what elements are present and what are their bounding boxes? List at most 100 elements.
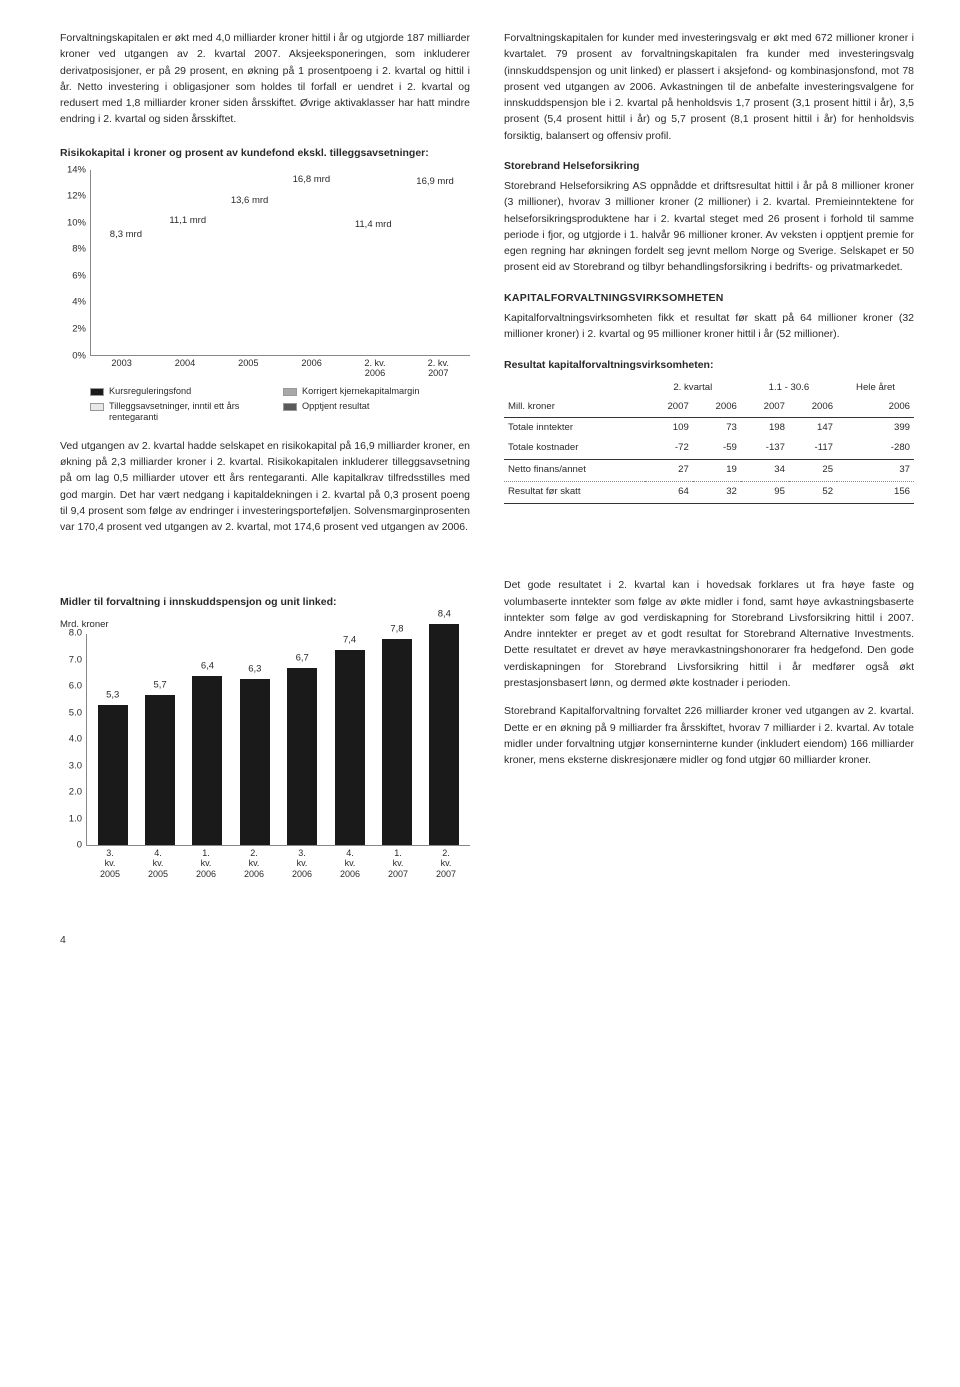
table-header: 2006 [789, 398, 837, 417]
y-tick: 6% [72, 269, 86, 284]
legend-item: Tilleggsavsetninger, inntil ett års rent… [90, 401, 259, 424]
page-number: 4 [60, 932, 914, 948]
section-heading: Storebrand Helseforsikring [504, 158, 914, 174]
legend-item: Kursreguleringsfond [90, 386, 259, 398]
y-tick: 10% [67, 216, 86, 231]
legend-item: Korrigert kjernekapitalmargin [283, 386, 419, 398]
bar-segment [229, 354, 271, 355]
stacked-bar [290, 351, 332, 355]
y-tick: 8.0 [69, 627, 82, 642]
y-tick: 5.0 [69, 706, 82, 721]
bar-value-label: 6,7 [296, 652, 309, 667]
bar: 8,4 [429, 624, 459, 846]
table-row: Totale inntekter10973198147399 [504, 417, 914, 438]
x-tick: 2003 [100, 358, 144, 380]
y-tick: 7.0 [69, 653, 82, 668]
table-top-header [504, 379, 645, 398]
body-paragraph: Kapitalforvaltningsvirksomheten fikk et … [504, 310, 914, 343]
y-tick: 2.0 [69, 786, 82, 801]
bar-value-label: 7,8 [390, 623, 403, 638]
bar-segment [105, 354, 147, 355]
table-top-header: 2. kvartal [645, 379, 741, 398]
bar: 6,3 [240, 679, 270, 845]
y-axis-unit: Mrd. kroner [60, 618, 109, 633]
bar: 5,7 [145, 695, 175, 845]
x-tick: 1.kv. 2006 [190, 848, 222, 880]
x-tick: 2. kv. 2006 [353, 358, 397, 380]
table-top-header: 1.1 - 30.6 [741, 379, 837, 398]
chart-title: Risikokapital i kroner og prosent av kun… [60, 146, 470, 161]
stacked-bar [414, 351, 456, 355]
bar-chart: Mrd. kroner 0 1.0 2.0 3.0 4.0 5.0 6.0 7.0 8.0 5,… [60, 620, 470, 880]
bar-value-label: 8,3 mrd [110, 228, 142, 243]
chart-legend: Kursreguleringsfond Tilleggsavsetninger, … [90, 386, 470, 424]
bar-segment [290, 354, 332, 355]
bar-value-label: 11,4 mrd [355, 218, 392, 233]
y-tick: 6.0 [69, 680, 82, 695]
bar-value-label: 16,8 mrd [293, 173, 331, 188]
x-tick: 2.kv. 2006 [238, 848, 270, 880]
bar: 7,8 [382, 639, 412, 845]
bar-value-label: 6,4 [201, 660, 214, 675]
table-header: 2007 [645, 398, 693, 417]
x-tick: 2. kv. 2007 [416, 358, 460, 380]
stacked-bar [105, 351, 147, 355]
table-row: Resultat før skatt64329552156 [504, 482, 914, 504]
table-top-header: Hele året [837, 379, 914, 398]
y-tick: 4% [72, 296, 86, 311]
results-table: 2. kvartal1.1 - 30.6Hele året Mill. kron… [504, 379, 914, 504]
stacked-bar-chart: 0%2%4%6%8%10%12%14% 8,3 mrd11,1 mrd13,6 … [60, 170, 470, 380]
x-tick: 2005 [226, 358, 270, 380]
body-paragraph: Forvaltningskapitalen for kunder med inv… [504, 30, 914, 144]
x-tick: 2.kv. 2007 [430, 848, 462, 880]
legend-item: Opptjent resultat [283, 401, 419, 413]
section-heading: KAPITALFORVALTNINGSVIRKSOMHETEN [504, 290, 914, 306]
x-tick: 3.kv. 2006 [286, 848, 318, 880]
stacked-bar [167, 351, 209, 355]
x-tick: 4.kv. 2006 [334, 848, 366, 880]
table-header: 2006 [693, 398, 741, 417]
bar: 5,3 [98, 705, 128, 845]
table-header: 2006 [837, 398, 914, 417]
y-tick: 0% [72, 349, 86, 364]
body-paragraph: Det gode resultatet i 2. kvartal kan i h… [504, 577, 914, 691]
table-title: Resultat kapitalforvaltningsvirksomheten… [504, 357, 914, 373]
bar-value-label: 13,6 mrd [231, 194, 269, 209]
bar-value-label: 5,3 [106, 689, 119, 704]
x-tick: 2006 [290, 358, 334, 380]
y-tick: 14% [67, 163, 86, 178]
body-paragraph: Ved utgangen av 2. kvartal hadde selskap… [60, 438, 470, 536]
bar: 6,4 [192, 676, 222, 845]
table-header: Mill. kroner [504, 398, 645, 417]
bar-value-label: 11,1 mrd [169, 214, 206, 229]
x-tick: 2004 [163, 358, 207, 380]
y-tick: 4.0 [69, 733, 82, 748]
body-paragraph: Storebrand Kapitalforvaltning forvaltet … [504, 703, 914, 768]
table-header: 2007 [741, 398, 789, 417]
y-tick: 8% [72, 243, 86, 258]
bar-segment [167, 354, 209, 355]
body-paragraph: Forvaltningskapitalen er økt med 4,0 mil… [60, 30, 470, 128]
y-tick: 12% [67, 190, 86, 205]
bar-value-label: 8,4 [438, 607, 451, 622]
bar-value-label: 16,9 mrd [416, 175, 454, 190]
table-row: Netto finans/annet2719342537 [504, 460, 914, 482]
x-tick: 4.kv. 2005 [142, 848, 174, 880]
table-row: Totale kostnader-72-59-137-117-280 [504, 438, 914, 459]
stacked-bar [352, 351, 394, 355]
body-paragraph: Storebrand Helseforsikring AS oppnådde e… [504, 178, 914, 276]
y-tick: 1.0 [69, 812, 82, 827]
bar-value-label: 7,4 [343, 633, 356, 648]
bar: 6,7 [287, 668, 317, 845]
y-tick: 3.0 [69, 759, 82, 774]
x-tick: 1.kv. 2007 [382, 848, 414, 880]
bar-value-label: 5,7 [153, 678, 166, 693]
bar-segment [414, 354, 456, 355]
chart-title: Midler til forvaltning i innskuddspensjo… [60, 595, 470, 610]
bar-value-label: 6,3 [248, 662, 261, 677]
y-tick: 2% [72, 322, 86, 337]
bar-segment [352, 354, 394, 355]
y-tick: 0 [77, 839, 82, 854]
x-tick: 3.kv. 2005 [94, 848, 126, 880]
stacked-bar [229, 351, 271, 355]
